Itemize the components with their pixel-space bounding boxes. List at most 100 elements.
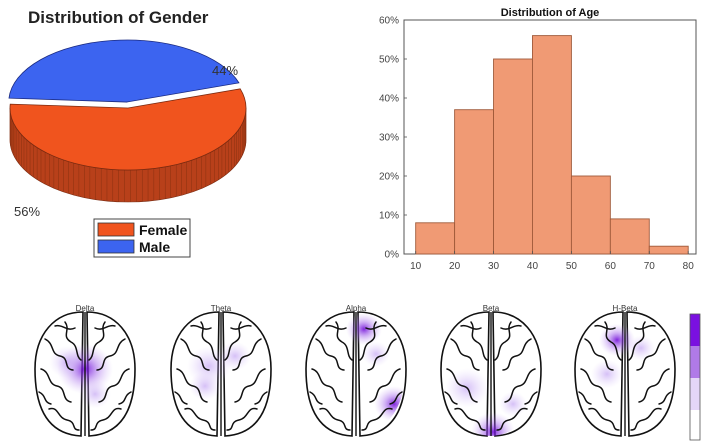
colorbar-frame (689, 313, 701, 441)
brain-gyrus (226, 407, 258, 431)
brain-map (574, 311, 676, 437)
x-tick-label: 70 (644, 261, 656, 272)
brain-gyrus (446, 368, 478, 403)
legend-female-label: Female (139, 222, 187, 238)
x-tick-label: 60 (605, 261, 617, 272)
brain-gyrus (496, 407, 528, 431)
y-tick-label: 20% (379, 172, 399, 183)
histogram-bar (415, 222, 456, 255)
pie-slice-female (9, 88, 247, 171)
brain-gyrus (44, 338, 74, 371)
age-histogram: Distribution of Age 10 20 30 40 50 60 70 80 0% 10… (379, 7, 697, 272)
band-label: Alpha (346, 304, 367, 313)
activation-blob (79, 379, 111, 409)
x-tick-label: 80 (683, 261, 695, 272)
activation-blob (627, 335, 655, 361)
legend-male-swatch (97, 239, 135, 254)
activation-blob (362, 341, 390, 367)
brain-map (170, 311, 272, 437)
brain-gyrus (176, 368, 208, 403)
activation-blob (499, 391, 527, 417)
x-tick-label: 20 (449, 261, 461, 272)
brain-maps-panel: Delta Theta Alpha Beta H-Beta (0, 290, 702, 442)
brain-gyrus (367, 338, 397, 371)
brain-gyrus (234, 368, 266, 403)
activation-blob (189, 371, 221, 401)
x-tick-label: 30 (488, 261, 500, 272)
brain-gyrus (361, 407, 393, 431)
brain-gyrus (580, 368, 612, 403)
brain-right-hemisphere (222, 311, 272, 437)
colorbar-zero (690, 410, 700, 440)
brain-map (305, 311, 407, 437)
legend-female-swatch (97, 222, 135, 237)
brain-gyrus (578, 391, 592, 405)
brain-gyrus (502, 338, 532, 371)
y-tick-label: 50% (379, 55, 399, 66)
brain-gyrus (460, 324, 482, 330)
brain-gyrus (90, 407, 122, 431)
brain-gyrus (524, 391, 538, 405)
brain-gyrus (40, 368, 72, 403)
histogram-bar (648, 245, 689, 255)
brain-gyrus (96, 338, 126, 371)
colorbar-high (690, 314, 700, 346)
activation-layer (591, 323, 655, 389)
brain-gyrus (190, 324, 212, 330)
brain-map (34, 311, 136, 437)
age-histogram-panel: Distribution of Age 10 20 30 40 50 60 70 80 0% 10… (355, 0, 700, 285)
brain-gyrus (504, 368, 536, 403)
histogram-bar (609, 218, 650, 255)
pie-slice-male (8, 39, 240, 103)
x-tick-label: 50 (566, 261, 578, 272)
brain-gyrus (638, 368, 670, 403)
brain-gyrus (365, 324, 387, 330)
brain-gyrus (54, 324, 76, 330)
brain-gyrus (174, 391, 188, 405)
activation-blob (219, 341, 251, 371)
brain-gyrus (230, 324, 252, 330)
colorbar-low (690, 378, 700, 410)
female-percent-label: 56% (14, 204, 40, 219)
brain-gyrus (658, 391, 672, 405)
pie-legend: Female Male (93, 218, 191, 258)
histogram-bar (454, 109, 494, 255)
brain-gyrus (450, 338, 480, 371)
brain-topography-maps: Delta Theta Alpha Beta H-Beta (34, 304, 701, 441)
band-label: H-Beta (613, 304, 638, 313)
brain-right-hemisphere (626, 311, 676, 437)
colorbar (689, 313, 701, 441)
male-percent-label: 44% (212, 63, 238, 78)
legend-male-label: Male (139, 239, 170, 255)
brain-map (440, 311, 542, 437)
x-tick-label: 40 (527, 261, 539, 272)
activation-blob (346, 312, 382, 346)
colorbar-mid (690, 346, 700, 378)
activation-blob (591, 359, 623, 389)
activation-blob (49, 345, 85, 379)
x-tick-label: 10 (410, 261, 422, 272)
brain-gyrus (309, 391, 323, 405)
y-tick-label: 60% (379, 16, 399, 27)
histogram-bar (532, 35, 572, 255)
band-label: Theta (211, 304, 232, 313)
brain-gyrus (184, 407, 216, 431)
y-tick-label: 30% (379, 133, 399, 144)
brain-gyrus (232, 338, 262, 371)
brain-gyrus (584, 338, 614, 371)
histogram-bar (570, 175, 611, 255)
brain-gyrus (369, 368, 401, 403)
brain-gyrus (38, 391, 52, 405)
band-label: Beta (483, 304, 500, 313)
brain-gyrus (389, 391, 403, 405)
brain-gyrus (588, 407, 620, 431)
brain-gyrus (98, 368, 130, 403)
y-tick-label: 0% (385, 250, 400, 261)
brain-gyrus (594, 324, 616, 330)
brain-gyrus (319, 407, 351, 431)
brain-gyrus (630, 407, 662, 431)
brain-gyrus (325, 324, 347, 330)
band-label: Delta (76, 304, 95, 313)
brain-gyrus (500, 324, 522, 330)
brain-gyrus (254, 391, 268, 405)
